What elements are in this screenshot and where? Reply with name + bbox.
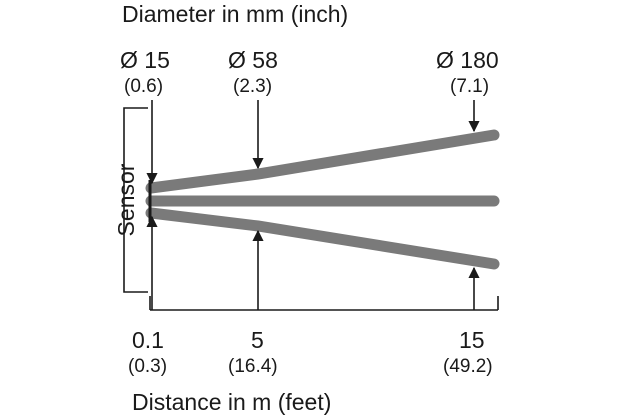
beam-upper-edge (145, 129, 500, 194)
diameter-label-2-mm: Ø 58 (228, 47, 278, 73)
diameter-label-3-inch: (7.1) (450, 76, 489, 97)
diameter-label-1-mm: Ø 15 (120, 47, 170, 73)
distance-label-2-m: 5 (251, 327, 264, 353)
top-title: Diameter in mm (inch) (122, 1, 348, 27)
diameter-label-2-inch: (2.3) (233, 76, 272, 97)
diameter-label-1-inch: (0.6) (124, 76, 163, 97)
diameter-label-3-mm: Ø 180 (436, 47, 499, 73)
sensor-bracket (123, 107, 148, 293)
distance-label-3-m: 15 (459, 327, 485, 353)
distance-label-1-feet: (0.3) (128, 356, 167, 377)
beam-lower-edge (145, 207, 500, 270)
distance-label-1-m: 0.1 (132, 327, 164, 353)
sensor-label: Sensor (113, 163, 139, 236)
bottom-title: Distance in m (feet) (132, 389, 331, 415)
distance-label-2-feet: (16.4) (228, 356, 278, 377)
distance-label-3-feet: (49.2) (443, 356, 493, 377)
